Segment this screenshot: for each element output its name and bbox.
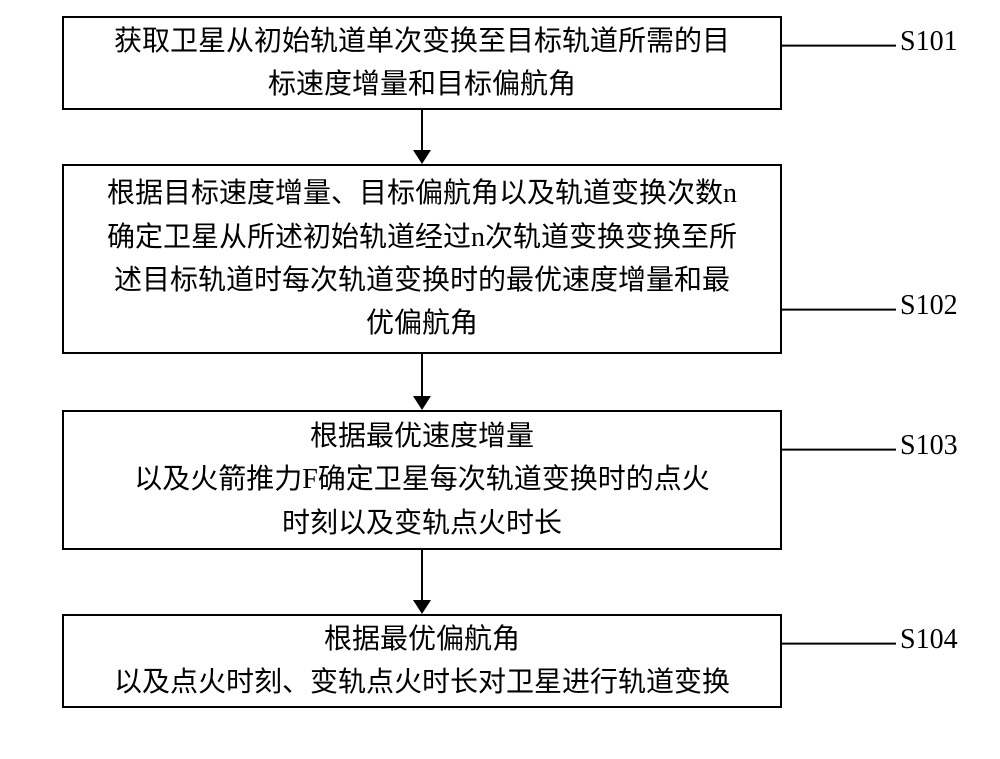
step-text: 时刻以及变轨点火时长: [134, 502, 710, 545]
step-text: 以及点火时刻、变轨点火时长对卫星进行轨道变换: [114, 661, 730, 704]
step-box-s103: 根据最优速度增量 以及火箭推力F确定卫星每次轨道变换时的点火 时刻以及变轨点火时…: [62, 410, 782, 550]
step-label-s103: S103: [900, 430, 958, 462]
step-text: 标速度增量和目标偏航角: [114, 63, 730, 106]
step-text: 确定卫星从所述初始轨道经过n次轨道变换变换至所: [107, 216, 737, 259]
step-text: 优偏航角: [107, 302, 737, 345]
step-box-s101: 获取卫星从初始轨道单次变换至目标轨道所需的目 标速度增量和目标偏航角: [62, 16, 782, 110]
step-text: 以及火箭推力F确定卫星每次轨道变换时的点火: [134, 458, 710, 501]
step-text: 根据最优偏航角: [114, 618, 730, 661]
step-text: 根据最优速度增量: [134, 415, 710, 458]
flowchart-canvas: 获取卫星从初始轨道单次变换至目标轨道所需的目 标速度增量和目标偏航角 根据目标速…: [0, 0, 1000, 759]
step-text: 述目标轨道时每次轨道变换时的最优速度增量和最: [107, 259, 737, 302]
step-box-s104: 根据最优偏航角 以及点火时刻、变轨点火时长对卫星进行轨道变换: [62, 614, 782, 708]
step-box-s102: 根据目标速度增量、目标偏航角以及轨道变换次数n 确定卫星从所述初始轨道经过n次轨…: [62, 164, 782, 354]
step-text: 获取卫星从初始轨道单次变换至目标轨道所需的目: [114, 20, 730, 63]
step-text: 根据目标速度增量、目标偏航角以及轨道变换次数n: [107, 172, 737, 215]
step-label-s102: S102: [900, 290, 958, 322]
step-label-s104: S104: [900, 624, 958, 656]
step-label-s101: S101: [900, 26, 958, 58]
